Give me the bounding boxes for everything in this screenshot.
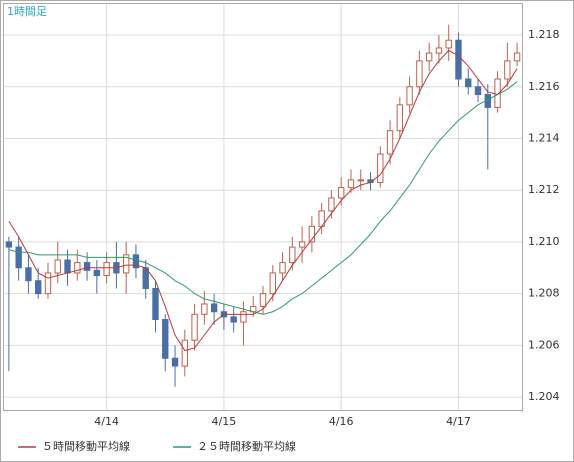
candle-body xyxy=(15,246,22,269)
candle-body xyxy=(64,259,71,274)
chart-title: 1時間足 xyxy=(7,5,47,18)
candle-body xyxy=(122,254,130,274)
candle-body xyxy=(162,318,169,359)
candle-body xyxy=(504,60,511,80)
candle-body xyxy=(269,272,276,295)
candle-body xyxy=(152,287,159,320)
candle-body xyxy=(35,280,42,295)
plot-area xyxy=(3,3,523,411)
x-tick-label: 4/15 xyxy=(212,415,237,428)
candle-body xyxy=(230,316,237,323)
candle-body xyxy=(74,262,81,274)
x-tick-label: 4/16 xyxy=(329,415,354,428)
y-tick-label: 1.208 xyxy=(528,287,560,300)
candle-body xyxy=(357,179,364,182)
candle-body xyxy=(416,60,423,88)
y-tick-label: 1.216 xyxy=(528,80,560,93)
candle-body xyxy=(201,303,208,315)
legend-label: ２５時間移動平均線 xyxy=(197,439,296,453)
candle-body xyxy=(455,39,462,80)
legend-label: ５時間移動平均線 xyxy=(42,439,130,453)
candle-body xyxy=(210,303,218,313)
candle-body xyxy=(396,104,404,132)
candle-body xyxy=(171,357,179,367)
candle-body xyxy=(338,187,345,199)
candle-body xyxy=(435,47,443,54)
candle-body xyxy=(406,86,413,106)
candle-body xyxy=(5,241,13,248)
y-tick-label: 1.210 xyxy=(528,235,560,248)
y-tick-label: 1.204 xyxy=(528,390,560,403)
candle-body xyxy=(44,272,52,295)
candle-body xyxy=(83,262,91,271)
candle-body xyxy=(328,197,335,212)
candle-body xyxy=(513,52,521,62)
candle-body xyxy=(298,241,306,248)
candle-body xyxy=(132,254,140,269)
candle-body xyxy=(347,179,355,189)
candle-body xyxy=(93,269,101,277)
candle-body xyxy=(445,39,452,49)
ma-line xyxy=(8,81,518,315)
x-tick-label: 4/17 xyxy=(446,415,471,428)
candle-body xyxy=(25,267,32,282)
candle-body xyxy=(474,86,482,96)
candle-body xyxy=(465,78,472,88)
candle-body xyxy=(377,153,384,183)
y-tick-label: 1.212 xyxy=(528,183,560,196)
y-tick-label: 1.214 xyxy=(528,131,560,144)
candle-body xyxy=(386,130,394,155)
candle-body xyxy=(240,311,247,323)
candle-body xyxy=(191,313,198,341)
x-tick-label: 4/14 xyxy=(94,415,119,428)
candle-body xyxy=(279,262,286,274)
ma-line xyxy=(8,49,518,352)
y-tick-label: 1.206 xyxy=(528,338,560,351)
candle-body xyxy=(425,52,433,62)
candle-body xyxy=(289,246,296,264)
candle-body xyxy=(103,262,110,277)
candle-body xyxy=(181,339,188,367)
y-tick-label: 1.218 xyxy=(528,28,560,41)
candle-body xyxy=(259,293,267,308)
candle-body xyxy=(54,259,61,274)
candle-body xyxy=(308,225,316,243)
